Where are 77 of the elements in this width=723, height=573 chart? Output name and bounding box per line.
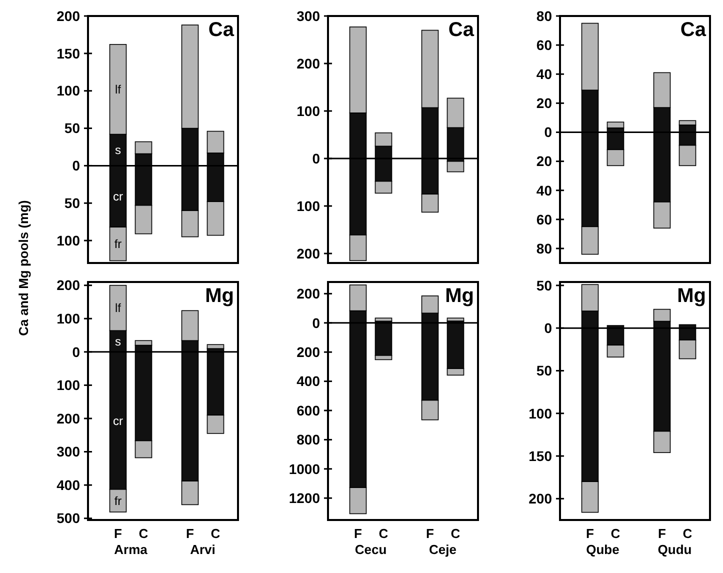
chart-title: Mg [445, 285, 474, 307]
y-tick-label: 0 [72, 158, 80, 174]
x-tick-label: F [186, 526, 194, 541]
y-tick-label: 200 [296, 344, 320, 360]
y-tick-label: 40 [536, 182, 552, 198]
y-tick-label: 50 [536, 277, 552, 294]
y-tick-label: 100 [296, 102, 320, 119]
y-tick-label: 150 [56, 45, 80, 62]
series-label: lf [115, 82, 122, 97]
x-tick-label: F [426, 526, 434, 541]
x-tick-label: F [114, 526, 122, 541]
chart-title: Mg [205, 285, 234, 307]
series-label: lf [115, 301, 122, 316]
series-label: s [115, 334, 121, 348]
chart-title: Mg [677, 285, 706, 307]
y-tick-label: 100 [56, 232, 80, 248]
y-tick-label: 100 [56, 310, 80, 327]
chart-title: Ca [448, 19, 475, 41]
y-tick-label: 0 [312, 150, 320, 166]
y-tick-label: 1000 [288, 460, 320, 477]
y-tick-label: 200 [296, 245, 320, 262]
y-tick-label: 20 [536, 153, 552, 170]
y-tick-label: 60 [536, 36, 552, 53]
text: Arma [114, 542, 148, 557]
y-tick-label: 200 [56, 410, 80, 426]
y-tick-label: 50 [64, 120, 80, 136]
x-tick-label: C [378, 526, 389, 541]
y-tick-label: 0 [312, 314, 320, 331]
y-tick-label: 40 [536, 66, 552, 82]
x-tick-label: C [450, 526, 461, 541]
y-tick-label: 200 [528, 490, 552, 507]
x-tick-label: F [354, 526, 362, 541]
series-label: s [115, 143, 121, 158]
y-tick-label: 150 [528, 448, 552, 464]
x-tick-label: F [658, 526, 666, 541]
x-tick-label: C [682, 526, 693, 541]
x-tick-label: C [210, 526, 221, 541]
y-tick-label: 0 [72, 344, 80, 360]
text: Arvi [190, 542, 216, 557]
y-tick-label: 100 [296, 198, 320, 214]
text: Qube [586, 542, 620, 557]
chart-title: Ca [208, 19, 235, 41]
y-tick-label: 200 [56, 8, 80, 24]
y-tick-label: 100 [56, 377, 80, 394]
text: Cecu [354, 542, 387, 557]
y-tick-label: 60 [536, 211, 552, 228]
y-tick-label: 300 [56, 444, 80, 460]
y-axis-title: Ca and Mg pools (mg) [16, 200, 31, 336]
x-tick-label: C [610, 526, 621, 541]
y-tick-label: 20 [536, 95, 552, 112]
series-label: fr [114, 494, 122, 508]
y-tick-label: 400 [56, 476, 80, 493]
y-tick-label: 1200 [288, 490, 320, 506]
x-tick-label: F [586, 526, 594, 541]
y-tick-label: 100 [56, 82, 80, 99]
y-tick-label: 50 [64, 195, 80, 212]
y-tick-label: 80 [536, 8, 552, 24]
y-tick-label: 0 [544, 124, 552, 140]
y-tick-label: 0 [544, 320, 552, 336]
y-tick-label: 200 [296, 286, 320, 302]
y-tick-label: 80 [536, 240, 552, 256]
text: Ceje [429, 542, 456, 557]
y-tick-label: 100 [528, 405, 552, 422]
text: Qudu [658, 542, 692, 557]
y-tick-label: 50 [536, 362, 552, 379]
y-tick-label: 400 [296, 373, 320, 390]
y-tick-label: 300 [296, 8, 320, 24]
x-tick-label: C [138, 526, 149, 541]
series-label: cr [113, 414, 123, 428]
y-tick-label: 600 [296, 402, 320, 418]
series-label: cr [113, 190, 123, 204]
y-tick-label: 500 [56, 510, 80, 526]
y-tick-label: 200 [296, 55, 320, 72]
series-label: fr [114, 237, 122, 252]
y-tick-label: 800 [296, 432, 320, 448]
y-tick-label: 200 [56, 277, 80, 294]
chart-title: Ca [680, 19, 707, 41]
